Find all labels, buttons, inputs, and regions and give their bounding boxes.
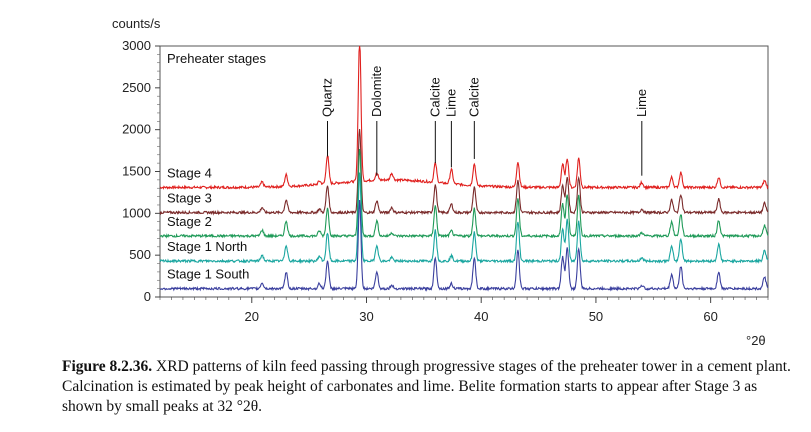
caption-label: Figure 8.2.36. — [62, 358, 153, 375]
peak-annotations: Quartz Dolomite Calcite Lime Calcite Lime — [319, 66, 649, 176]
series-labels: Stage 4 Stage 3 Stage 2 Stage 1 North Stage … — [167, 165, 249, 281]
peak-annotation-label: Lime — [634, 89, 649, 117]
chart-inner-title: Preheater stages — [167, 51, 267, 66]
series-line — [159, 128, 769, 216]
x-tick-label: 20 — [245, 309, 259, 324]
peak-annotation-label: Quartz — [319, 78, 334, 117]
x-tick-label: 50 — [589, 309, 603, 324]
y-axis-label: counts/s — [112, 16, 161, 31]
series-line — [159, 45, 769, 191]
peak-annotation-label: Calcite — [466, 77, 481, 117]
series-label: Stage 2 — [167, 214, 212, 229]
series-label: Stage 4 — [167, 165, 212, 180]
figure-caption: Figure 8.2.36. XRD patterns of kiln feed… — [62, 357, 797, 417]
series-label: Stage 3 — [167, 190, 212, 205]
series-label: Stage 1 North — [167, 239, 247, 254]
x-tick-label: 30 — [359, 309, 373, 324]
series-lines — [159, 45, 769, 292]
y-tick-label: 2500 — [122, 80, 151, 95]
x-tick-label: 60 — [703, 309, 717, 324]
caption-text: XRD patterns of kiln feed passing throug… — [62, 358, 791, 415]
x-axis-label: °2θ — [746, 333, 766, 348]
peak-annotation-label: Lime — [443, 89, 458, 117]
peak-annotation-label: Dolomite — [369, 66, 384, 117]
y-tick-label: 2000 — [122, 122, 151, 137]
x-tick-label: 40 — [474, 309, 488, 324]
series-line — [159, 199, 769, 292]
y-tick-label: 1500 — [122, 164, 151, 179]
y-tick-label: 500 — [129, 247, 151, 262]
peak-annotation-label: Calcite — [427, 77, 442, 117]
series-label: Stage 1 South — [167, 267, 249, 282]
xrd-chart: 0 500 1000 1500 2000 2500 3000 20 30 40 50 60 Quart… — [112, 16, 769, 348]
y-tick-label: 1000 — [122, 205, 151, 220]
y-tick-label: 3000 — [122, 38, 151, 53]
axis-ticks: 0 500 1000 1500 2000 2500 3000 20 30 40 50 60 — [122, 38, 769, 324]
y-tick-label: 0 — [144, 289, 151, 304]
series-line — [159, 172, 769, 265]
series-line — [159, 149, 769, 240]
